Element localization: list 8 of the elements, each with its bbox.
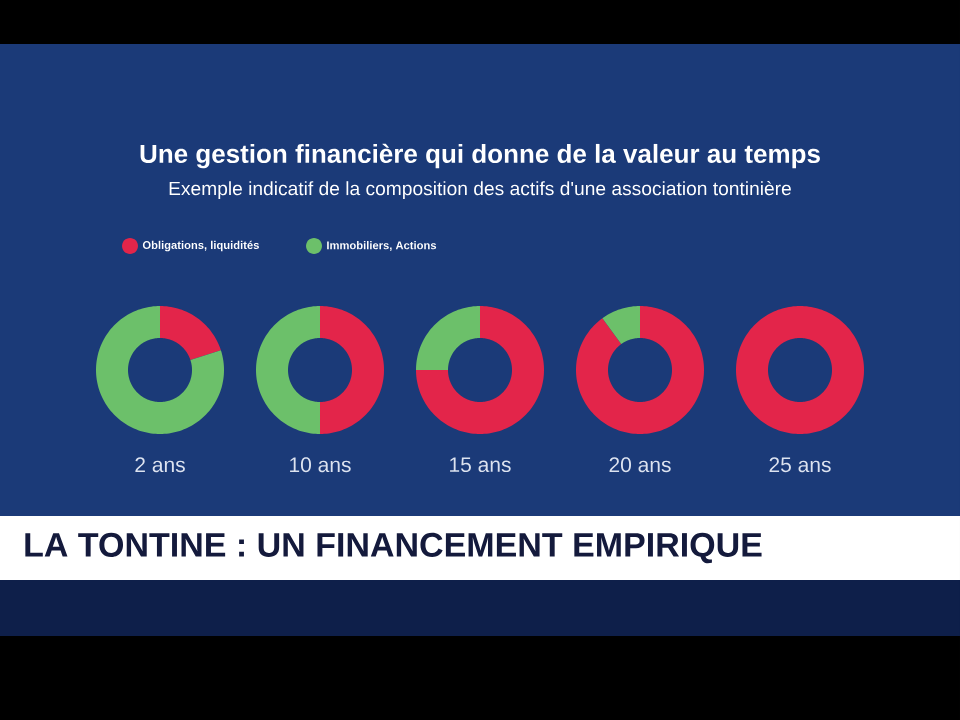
chart-title: Une gestion financière qui donne de la valeur au temps [140,143,820,169]
text: 20 ans [609,457,671,473]
text: 15 ans [450,457,511,473]
text: Exemple indicatif de la composition des actifs d'une association tontinière [169,180,791,200]
text: 2 ans [135,457,185,473]
text: 25 ans [769,457,831,473]
text: LA TONTINE : UN FINANCEMENT EMPIRIQUE [25,532,762,564]
text: 10 ans [290,457,351,473]
